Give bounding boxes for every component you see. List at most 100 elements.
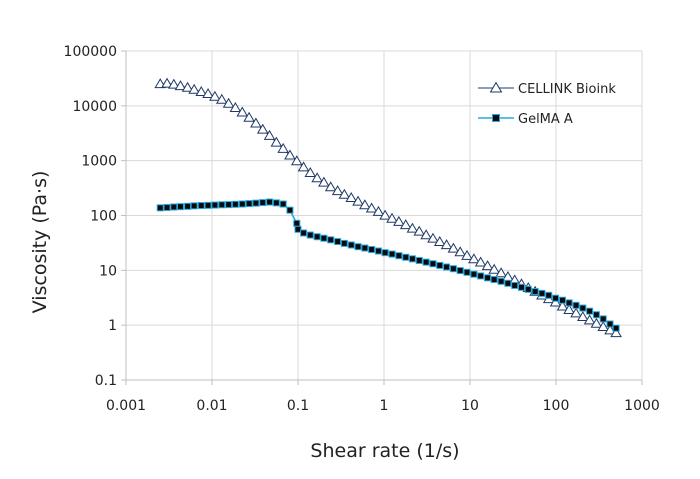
gelma-point [558,296,566,304]
gelma-point [354,243,362,251]
gelma-point [552,294,560,302]
gelma-point [163,203,171,211]
y-tick-label: 100000 [64,44,117,60]
gelma-point [272,199,280,207]
y-axis-title: Viscosity (Pa·s) [29,171,51,314]
gelma-point [388,250,396,258]
gelma-point [204,201,212,209]
cellink-point [604,324,616,335]
gelma-point [449,265,457,273]
gelma-point [176,203,184,211]
gelma-point [306,231,314,239]
y-tick-label: 0.1 [95,373,117,389]
gelma-point [211,201,219,209]
gelma-point [381,249,389,257]
gelma-point [470,270,478,278]
x-tick-label: 0.01 [196,398,227,414]
cellink-point [590,317,603,328]
cellink-point [570,307,582,318]
cellink-point [209,90,221,101]
gelma-point [238,200,246,208]
gelma-point [218,201,226,209]
gelma-point [286,206,294,214]
gelma-point [374,247,382,255]
y-tick-label: 10 [99,263,117,279]
y-tick-label: 100 [90,209,117,225]
cellink-point [338,188,351,199]
gelma-point [572,301,580,309]
gelma-point [612,324,620,332]
gelma-point [252,199,260,207]
cellink-point [474,256,487,267]
cellink-point [379,209,391,220]
gelma-point [531,288,539,296]
cellink-point [331,185,344,196]
gelma-point [504,279,512,287]
y-tick-label: 1000 [81,154,117,170]
gelma-point [497,277,505,285]
cellink-point [297,161,310,172]
gelma-point [545,291,553,299]
axes [121,50,643,385]
x-tick-label: 1 [380,398,389,414]
cellink-point [181,81,194,92]
cellink-point [270,136,283,147]
gelma-point [313,233,321,241]
cellink-point [576,310,589,321]
x-tick-label: 100 [543,398,570,414]
gelma-point [402,253,410,261]
cellink-point [318,176,330,187]
cellink-point [454,246,467,257]
cellink-point [393,215,405,226]
gelma-point [408,255,416,263]
gelma-point [599,315,607,323]
cellink-point [229,101,242,112]
gelma-point [456,267,464,275]
cellink-point [161,77,173,88]
cellink-point [433,236,446,247]
gelma-point [294,225,302,233]
gelma-point [579,304,587,312]
gelma-point [190,202,198,210]
gelma-point [517,283,525,291]
cellink-point [256,123,269,134]
gelma-point [340,239,348,247]
cellink-point [468,253,480,264]
gelma-point [197,202,205,210]
cellink-point [290,155,303,166]
cellink-point [250,117,262,128]
cellink-point [215,93,228,104]
cellink-point [556,300,569,311]
y-tick-label: 1 [108,318,117,334]
cellink-point [549,296,562,307]
legend-gelma-label: GelMA A [518,112,573,127]
gelma-point [225,201,233,209]
cellink-point [610,327,622,338]
cellink-point [372,205,385,216]
gelma-point [184,202,192,210]
gelma-point [347,241,355,249]
gelma-point [231,200,239,208]
gelma-point [429,260,437,268]
legend-cellink-marker [489,81,503,93]
cellink-point [359,199,371,210]
gelma-point [334,238,342,246]
gelma-point [279,200,287,208]
gelma-point [245,200,253,208]
cellink-point [284,149,296,160]
gelma-point [170,203,178,211]
legend-cellink-label: CELLINK Bioink [518,82,616,97]
y-tick-label: 10000 [72,99,117,115]
cellink-point [481,260,494,271]
cellink-point [495,267,507,278]
gelma-point [361,244,369,252]
grid-lines [125,50,643,381]
cellink-point [427,232,439,243]
gelma-point [443,263,451,271]
cellink-point [188,83,200,94]
gelma-point [320,234,328,242]
cellink-point [597,321,610,332]
legend: CELLINK Bioink GelMA A [478,81,616,127]
cellink-point [399,219,412,230]
gelma-point [484,274,492,282]
